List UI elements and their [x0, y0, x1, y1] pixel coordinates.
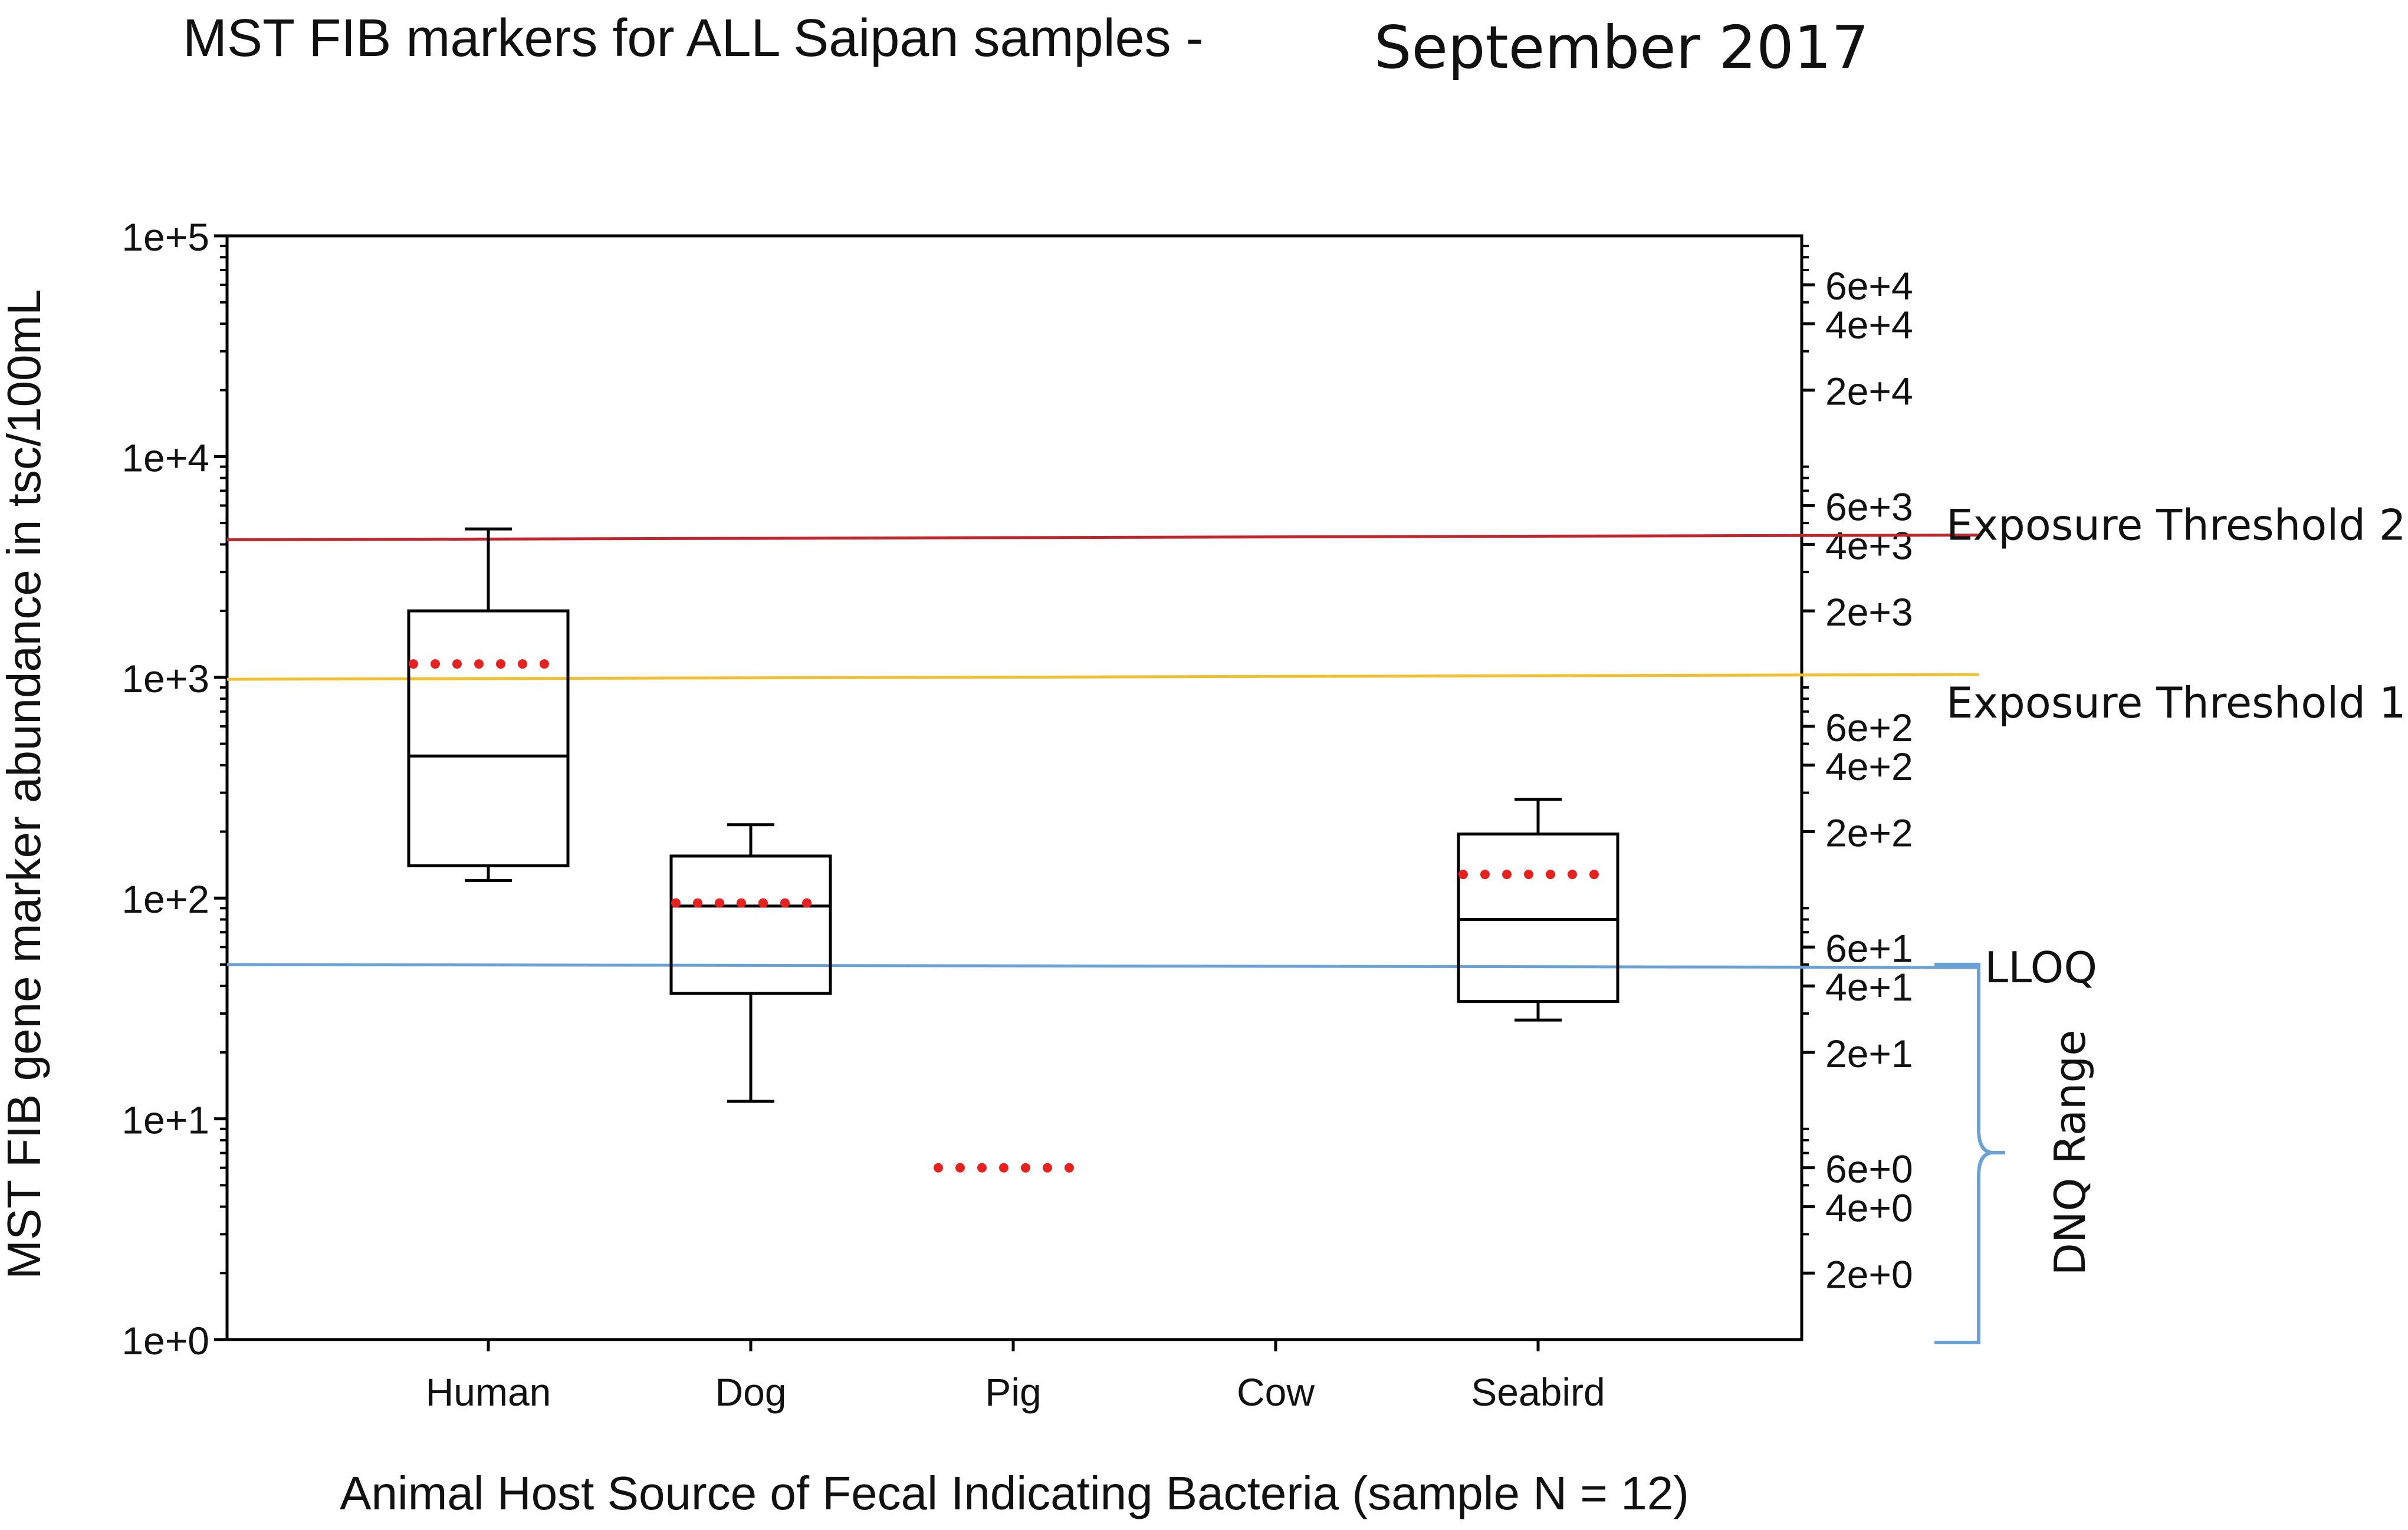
reference-label-exposure-threshold-2: Exposure Threshold 2 — [1946, 500, 2406, 550]
y-tick-label: 1e+3 — [121, 657, 209, 700]
y-tick-label: 1e+0 — [121, 1319, 209, 1363]
y2-tick-label: 2e+0 — [1825, 1252, 1913, 1296]
dnq-range-label: DNQ Range — [2045, 1029, 2095, 1275]
y2-tick-label: 4e+3 — [1825, 524, 1913, 567]
dnq-range-brace — [1934, 962, 2005, 1344]
y2-tick-label: 4e+1 — [1825, 965, 1913, 1009]
box-seabird — [1457, 798, 1619, 1022]
y2-tick-label: 4e+4 — [1825, 303, 1913, 347]
y2-tick-label: 6e+2 — [1825, 706, 1913, 749]
y-axis-label: MST FIB gene marker abundance in tsc/100… — [0, 289, 50, 1279]
chart-title-group: MST FIB markers for ALL Saipan samples -… — [183, 9, 1869, 82]
chart-title-suffix: September 2017 — [1374, 13, 1869, 82]
reference-label-exposure-threshold-1: Exposure Threshold 1 — [1946, 678, 2406, 728]
reference-line-exposure-threshold-1 — [226, 673, 1979, 681]
box-dog — [669, 823, 832, 1103]
y-tick-label: 1e+5 — [121, 215, 209, 259]
y-tick-label: 1e+4 — [121, 436, 209, 479]
y2-tick-label: 4e+2 — [1825, 745, 1913, 788]
x-axis-label: Animal Host Source of Fecal Indicating B… — [340, 1467, 1689, 1519]
y2-tick-label: 2e+1 — [1825, 1032, 1913, 1075]
y2-tick-label: 4e+0 — [1825, 1186, 1913, 1230]
box-iqr-human — [407, 609, 570, 867]
plot-area: 1e+0 1e+1 1e+2 1e+3 1e+4 1e+5 2e+0 4e+06e+0 2e+1… — [121, 215, 2406, 1414]
y2-tick-label: 6e+3 — [1825, 485, 1913, 528]
x-tick-label-cow: Cow — [1237, 1370, 1315, 1414]
y2-tick-label: 6e+4 — [1825, 264, 1913, 308]
y2-tick-label: 2e+4 — [1825, 370, 1913, 413]
chart-title: MST FIB markers for ALL Saipan samples - — [183, 9, 1204, 68]
reference-line-lloq — [226, 963, 1979, 969]
x-tick-label-human: Human — [426, 1370, 551, 1414]
y-tick-label: 1e+1 — [121, 1098, 209, 1142]
box-human — [407, 527, 570, 883]
x-tick-label-seabird: Seabird — [1471, 1370, 1605, 1414]
x-tick-label-pig: Pig — [985, 1370, 1041, 1414]
y2-tick-label: 6e+1 — [1825, 926, 1913, 970]
y2-tick-label: 6e+0 — [1825, 1147, 1913, 1191]
x-tick-label-dog: Dog — [715, 1370, 786, 1414]
box-iqr-dog — [669, 854, 832, 995]
y-tick-label: 1e+2 — [121, 877, 209, 921]
reference-line-exposure-threshold-2 — [226, 533, 1979, 541]
y2-tick-label: 2e+2 — [1825, 811, 1913, 854]
reference-label-lloq: LLOQ — [1985, 943, 2097, 992]
plot-frame — [225, 234, 1803, 1341]
box-iqr-seabird — [1457, 833, 1619, 1003]
y2-tick-label: 2e+3 — [1825, 590, 1913, 634]
